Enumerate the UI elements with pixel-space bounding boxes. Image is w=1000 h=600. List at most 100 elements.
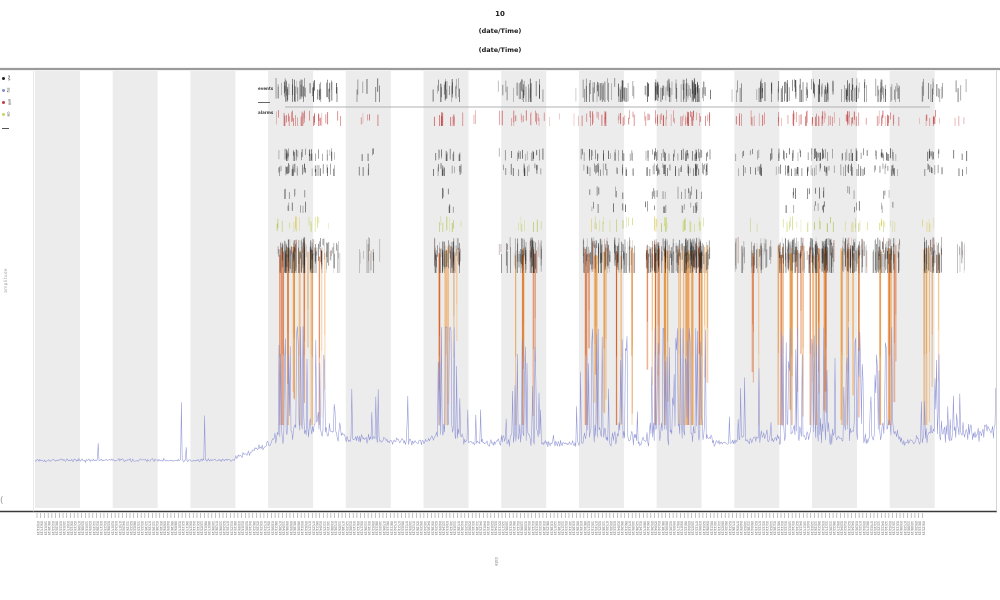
svg-text:01/03/19: 01/03/19 [241,521,245,535]
svg-text:12/08/19: 12/08/19 [218,521,222,535]
svg-text:10/12/19: 10/12/19 [449,521,453,535]
svg-text:12/16/19: 12/16/19 [144,521,148,535]
svg-text:11/16/19: 11/16/19 [475,521,479,535]
svg-text:01/11/19: 01/11/19 [780,521,784,535]
svg-text:02/24/19: 02/24/19 [222,521,226,535]
svg-text:02/25/19: 02/25/19 [598,521,602,535]
svg-text:06/21/19: 06/21/19 [624,521,628,535]
svg-text:01/12/19: 01/12/19 [531,521,535,535]
svg-text:01/16/19: 01/16/19 [773,521,777,535]
svg-text:06/18/19: 06/18/19 [293,521,297,535]
svg-text:09/09/19: 09/09/19 [672,521,676,535]
svg-text:07/25/19: 07/25/19 [903,521,907,535]
svg-text:06/18/19: 06/18/19 [170,521,174,535]
svg-text:07/19/19: 07/19/19 [148,521,152,535]
svg-text:02/03/19: 02/03/19 [490,521,494,535]
svg-text:05/10/19: 05/10/19 [255,521,259,535]
legend-item: sig [2,87,13,93]
svg-text:06/18/19: 06/18/19 [575,521,579,535]
svg-text:09/20/19: 09/20/19 [914,521,918,535]
svg-text:07/28/19: 07/28/19 [278,521,282,535]
svg-text:10/09/19: 10/09/19 [408,521,412,535]
signal-trace [34,326,997,464]
svg-text:02/12/19: 02/12/19 [196,521,200,535]
svg-text:03/09/19: 03/09/19 [237,521,241,535]
svg-text:11/27/19: 11/27/19 [561,521,565,535]
svg-text:03/26/19: 03/26/19 [854,521,858,535]
svg-text:11/28/19: 11/28/19 [363,521,367,535]
svg-text:10/05/19: 10/05/19 [691,521,695,535]
legend-item: cal [2,111,13,117]
svg-text:02/08/19: 02/08/19 [523,521,527,535]
svg-text:07/24/19: 07/24/19 [393,521,397,535]
svg-text:04/16/19: 04/16/19 [427,521,431,535]
svg-text:03/16/19: 03/16/19 [572,521,576,535]
svg-text:03/19/19: 03/19/19 [579,521,583,535]
svg-text:07/18/19: 07/18/19 [456,521,460,535]
title-block: 10 (date/Time) (date/Time) [0,6,1000,60]
svg-text:09/15/19: 09/15/19 [921,521,925,535]
svg-text:01/22/19: 01/22/19 [51,521,55,535]
svg-text:06/17/19: 06/17/19 [185,521,189,535]
svg-text:07/12/19: 07/12/19 [694,521,698,535]
svg-text:09/08/19: 09/08/19 [285,521,289,535]
svg-text:05/11/19: 05/11/19 [497,521,501,535]
x-axis-tick-labels: 03/01/19 09/17/19 10/03/19 06/16/19 01/22/19… [36,521,925,535]
svg-text:11/19/19: 11/19/19 [125,521,129,535]
svg-text:11/15/19: 11/15/19 [92,521,96,535]
svg-text:01/12/19: 01/12/19 [516,521,520,535]
svg-text:05/25/19: 05/25/19 [538,521,542,535]
svg-text:03/01/19: 03/01/19 [36,521,40,535]
svg-text:11/26/19: 11/26/19 [828,521,832,535]
svg-text:05/26/19: 05/26/19 [527,521,531,535]
svg-text:09/18/19: 09/18/19 [430,521,434,535]
chart-subtitle-1: (date/Time) [478,27,522,35]
svg-text:06/20/19: 06/20/19 [724,521,728,535]
svg-text:11/12/19: 11/12/19 [136,521,140,535]
svg-text:01/06/19: 01/06/19 [348,521,352,535]
svg-text:07/23/19: 07/23/19 [263,521,267,535]
legend-marker-icon [2,100,5,104]
svg-text:02/25/19: 02/25/19 [434,521,438,535]
svg-text:06/15/19: 06/15/19 [512,521,516,535]
svg-text:06/12/19: 06/12/19 [683,521,687,535]
svg-text:07/07/19: 07/07/19 [118,521,122,535]
svg-text:07/25/19: 07/25/19 [858,521,862,535]
svg-text:03/22/19: 03/22/19 [58,521,62,535]
svg-text:08/01/19: 08/01/19 [203,521,207,535]
row-yellow [276,216,934,232]
svg-text:11/06/19: 11/06/19 [906,521,910,535]
svg-text:01/24/19: 01/24/19 [657,521,661,535]
svg-text:04/14/19: 04/14/19 [248,521,252,535]
svg-text:01/23/19: 01/23/19 [103,521,107,535]
svg-text:07/02/19: 07/02/19 [869,521,873,535]
svg-text:01/18/19: 01/18/19 [96,521,100,535]
svg-text:03/17/19: 03/17/19 [99,521,103,535]
svg-text:06/13/19: 06/13/19 [386,521,390,535]
svg-text:08/18/19: 08/18/19 [661,521,665,535]
legend-marker-icon [2,88,5,92]
svg-text:11/03/19: 11/03/19 [453,521,457,535]
svg-text:02/01/19: 02/01/19 [702,521,706,535]
svg-text:04/09/19: 04/09/19 [166,521,170,535]
svg-text:05/14/19: 05/14/19 [791,521,795,535]
svg-text:05/22/19: 05/22/19 [140,521,144,535]
row-d1 [284,186,890,199]
svg-text:08/10/19: 08/10/19 [583,521,587,535]
svg-text:06/16/19: 06/16/19 [47,521,51,535]
svg-text:05/04/19: 05/04/19 [862,521,866,535]
svg-text:09/17/19: 09/17/19 [267,521,271,535]
svg-text:09/08/19: 09/08/19 [706,521,710,535]
svg-text:08/21/19: 08/21/19 [274,521,278,535]
svg-text:09/12/19: 09/12/19 [356,521,360,535]
x-axis-ticks [36,513,923,518]
svg-text:05/04/19: 05/04/19 [654,521,658,535]
svg-text:08/15/19: 08/15/19 [546,521,550,535]
svg-text:06/22/19: 06/22/19 [252,521,256,535]
svg-text:12/27/19: 12/27/19 [501,521,505,535]
svg-text:09/27/19: 09/27/19 [360,521,364,535]
svg-text:11/15/19: 11/15/19 [322,521,326,535]
svg-text:06/13/19: 06/13/19 [776,521,780,535]
svg-text:10/11/19: 10/11/19 [713,521,717,535]
